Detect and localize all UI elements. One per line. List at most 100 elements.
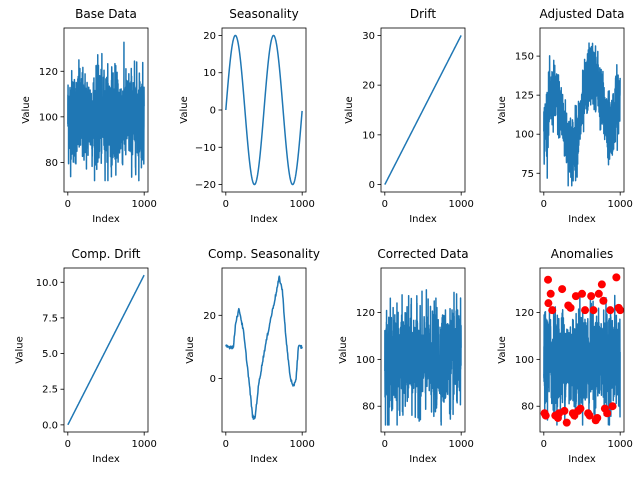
y-tick-label: 0 (369, 180, 375, 191)
x-tick-label: 1000 (607, 439, 632, 450)
chart-title: Corrected Data (377, 247, 468, 261)
x-axis-label: Index (92, 454, 120, 465)
y-axis-label: Value (21, 96, 32, 123)
anomaly-point (546, 289, 555, 298)
y-tick-label: 30 (362, 31, 375, 42)
anomaly-point (616, 306, 625, 315)
x-tick-label: 0 (65, 439, 71, 450)
anomaly-point (597, 280, 606, 289)
anomaly-point (560, 406, 569, 415)
x-axis-label: Index (409, 214, 437, 225)
y-tick-label: 75 (521, 169, 534, 180)
chart-panel: 0 1000 80 100 120 Corrected Data Index Value (338, 247, 474, 465)
chart-title: Comp. Drift (72, 247, 141, 261)
x-tick-label: 0 (223, 439, 229, 450)
anomaly-point (612, 273, 621, 282)
y-tick-label: 20 (362, 81, 375, 92)
x-tick-label: 1000 (289, 439, 314, 450)
y-tick-label: 10.0 (36, 278, 58, 289)
y-tick-label: 125 (515, 91, 534, 102)
plot-frame (539, 27, 625, 193)
x-axis-label: Index (250, 214, 278, 225)
anomaly-point (608, 402, 617, 411)
y-axis-label: Value (14, 336, 25, 363)
series-line (225, 275, 303, 420)
anomaly-point (558, 285, 567, 294)
series-line (384, 289, 462, 426)
y-tick-label: −10 (195, 143, 216, 154)
x-tick-label: 0 (65, 199, 71, 210)
chart-panel: 0 1000 75 100 125 150 Adjusted Data Index Value (497, 7, 633, 225)
y-tick-label: 120 (39, 67, 58, 78)
x-tick-label: 1000 (448, 439, 473, 450)
anomaly-point (587, 292, 596, 301)
x-tick-label: 0 (382, 439, 388, 450)
chart-title: Anomalies (551, 247, 614, 261)
anomaly-point (562, 418, 571, 427)
chart-title: Adjusted Data (540, 7, 625, 21)
anomaly-point (589, 306, 598, 315)
y-tick-label: 100 (39, 112, 58, 123)
x-tick-label: 1000 (448, 199, 473, 210)
anomaly-point (606, 306, 615, 315)
x-axis-label: Index (409, 454, 437, 465)
y-tick-label: 0 (210, 374, 216, 385)
plot-frame (221, 267, 307, 433)
plot-frame (539, 267, 625, 433)
x-axis-label: Index (92, 214, 120, 225)
x-tick-label: 0 (382, 199, 388, 210)
x-tick-label: 1000 (289, 199, 314, 210)
y-tick-label: 120 (515, 308, 534, 319)
y-tick-label: 2.5 (42, 385, 58, 396)
x-tick-label: 1000 (607, 199, 632, 210)
series-line (225, 34, 303, 186)
chart-panel: 0 1000 0 20 Comp. Seasonality Index Value (185, 247, 320, 465)
y-tick-label: 100 (515, 130, 534, 141)
y-axis-label: Value (344, 96, 355, 123)
x-tick-label: 0 (223, 199, 229, 210)
anomaly-point (599, 296, 608, 305)
chart-title: Seasonality (229, 7, 298, 21)
anomaly-point (541, 411, 550, 420)
anomaly-point (594, 289, 603, 298)
y-tick-label: 120 (356, 308, 375, 319)
y-axis-label: Value (338, 336, 349, 363)
y-tick-label: 10 (362, 130, 375, 141)
anomaly-point (544, 299, 553, 308)
plot-frame (63, 267, 149, 433)
anomaly-point (566, 303, 575, 312)
anomaly-point (578, 289, 586, 298)
chart-panel: 0 1000 80 100 120 Base Data Index Value (21, 7, 157, 225)
y-tick-label: 10 (203, 68, 216, 79)
y-tick-label: 5.0 (42, 349, 58, 360)
anomaly-point (593, 413, 602, 422)
y-tick-label: 0 (210, 106, 216, 117)
y-tick-label: −20 (195, 180, 216, 191)
y-tick-label: 100 (515, 355, 534, 366)
y-tick-label: 80 (45, 158, 58, 169)
plot-frame (380, 27, 466, 193)
y-tick-label: 0.0 (42, 420, 58, 431)
anomaly-point (585, 411, 594, 420)
y-tick-label: 80 (521, 402, 534, 413)
y-tick-label: 150 (515, 52, 534, 63)
chart-title: Base Data (75, 7, 137, 21)
x-axis-label: Index (250, 454, 278, 465)
chart-panel: 0 1000 0.0 2.5 5.0 7.5 10.0 Comp. Drift Index Val… (14, 247, 157, 465)
y-tick-label: 20 (203, 311, 216, 322)
plot-frame (380, 267, 466, 433)
x-tick-label: 0 (541, 199, 547, 210)
x-axis-label: Index (568, 214, 596, 225)
anomaly-point (571, 292, 580, 301)
y-tick-label: 7.5 (42, 313, 58, 324)
y-tick-label: 80 (362, 402, 375, 413)
anomaly-point (548, 306, 557, 315)
series-line (67, 41, 145, 182)
chart-panel: 0 1000 0 10 20 30 Drift Index Value (344, 7, 474, 225)
anomaly-point (603, 409, 612, 418)
x-tick-label: 1000 (131, 199, 156, 210)
y-axis-label: Value (179, 96, 190, 123)
x-tick-label: 1000 (131, 439, 156, 450)
anomaly-point (544, 275, 553, 284)
